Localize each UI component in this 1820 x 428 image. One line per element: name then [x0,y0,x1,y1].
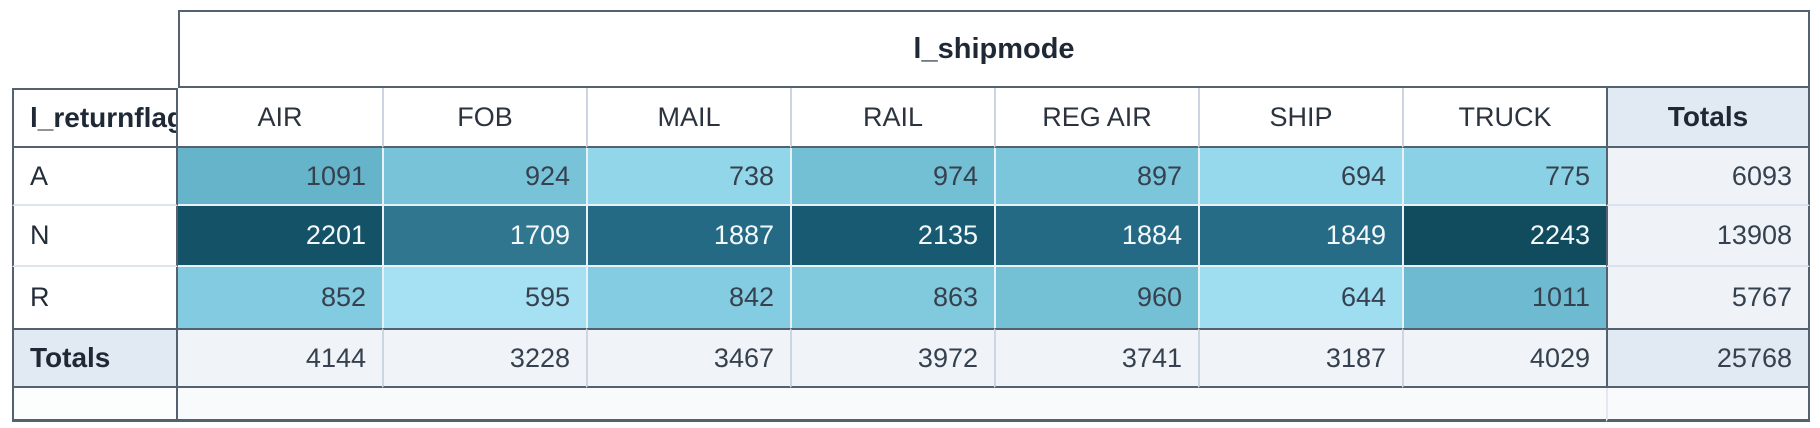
totals-column-header[interactable]: Totals [1606,88,1810,148]
data-cell[interactable]: 1011 [1402,267,1606,328]
column-header-fob[interactable]: FOB [382,88,586,148]
data-cell[interactable]: 595 [382,267,586,328]
data-cell[interactable]: 960 [994,267,1198,328]
row-label-r[interactable]: R [12,267,178,328]
column-total-cell[interactable]: 4144 [178,328,382,388]
column-header-mail[interactable]: MAIL [586,88,790,148]
data-cell[interactable]: 852 [178,267,382,328]
data-cell[interactable]: 644 [1198,267,1402,328]
column-header-reg-air[interactable]: REG AIR [994,88,1198,148]
column-header-ship[interactable]: SHIP [1198,88,1402,148]
data-cell[interactable]: 897 [994,148,1198,206]
column-total-cell[interactable]: 4029 [1402,328,1606,388]
column-total-cell[interactable]: 3972 [790,328,994,388]
grand-total-cell[interactable]: 25768 [1606,328,1810,388]
row-total-cell[interactable]: 13908 [1606,206,1810,267]
data-cell[interactable]: 1887 [586,206,790,267]
footer-spacer-left [12,388,178,422]
column-total-cell[interactable]: 3467 [586,328,790,388]
row-total-cell[interactable]: 5767 [1606,267,1810,328]
data-cell[interactable]: 842 [586,267,790,328]
row-dimension-header: l_returnflag [12,88,178,148]
data-cell[interactable]: 924 [382,148,586,206]
footer-spacer [178,388,1606,422]
column-dimension-header: l_shipmode [178,10,1810,88]
data-cell[interactable]: 2135 [790,206,994,267]
row-total-cell[interactable]: 6093 [1606,148,1810,206]
data-cell[interactable]: 2201 [178,206,382,267]
totals-row-label[interactable]: Totals [12,328,178,388]
row-label-n[interactable]: N [12,206,178,267]
data-cell[interactable]: 694 [1198,148,1402,206]
column-total-cell[interactable]: 3228 [382,328,586,388]
column-header-truck[interactable]: TRUCK [1402,88,1606,148]
data-cell[interactable]: 863 [790,267,994,328]
data-cell[interactable]: 1884 [994,206,1198,267]
footer-spacer-right [1606,388,1810,422]
column-total-cell[interactable]: 3187 [1198,328,1402,388]
corner-spacer [12,10,178,88]
data-cell[interactable]: 1709 [382,206,586,267]
data-cell[interactable]: 2243 [1402,206,1606,267]
column-total-cell[interactable]: 3741 [994,328,1198,388]
data-cell[interactable]: 738 [586,148,790,206]
data-cell[interactable]: 1849 [1198,206,1402,267]
column-header-rail[interactable]: RAIL [790,88,994,148]
data-cell[interactable]: 974 [790,148,994,206]
row-label-a[interactable]: A [12,148,178,206]
column-header-air[interactable]: AIR [178,88,382,148]
data-cell[interactable]: 775 [1402,148,1606,206]
pivot-grid: l_shipmode l_returnflag Totals Totals 25… [12,10,1810,422]
data-cell[interactable]: 1091 [178,148,382,206]
